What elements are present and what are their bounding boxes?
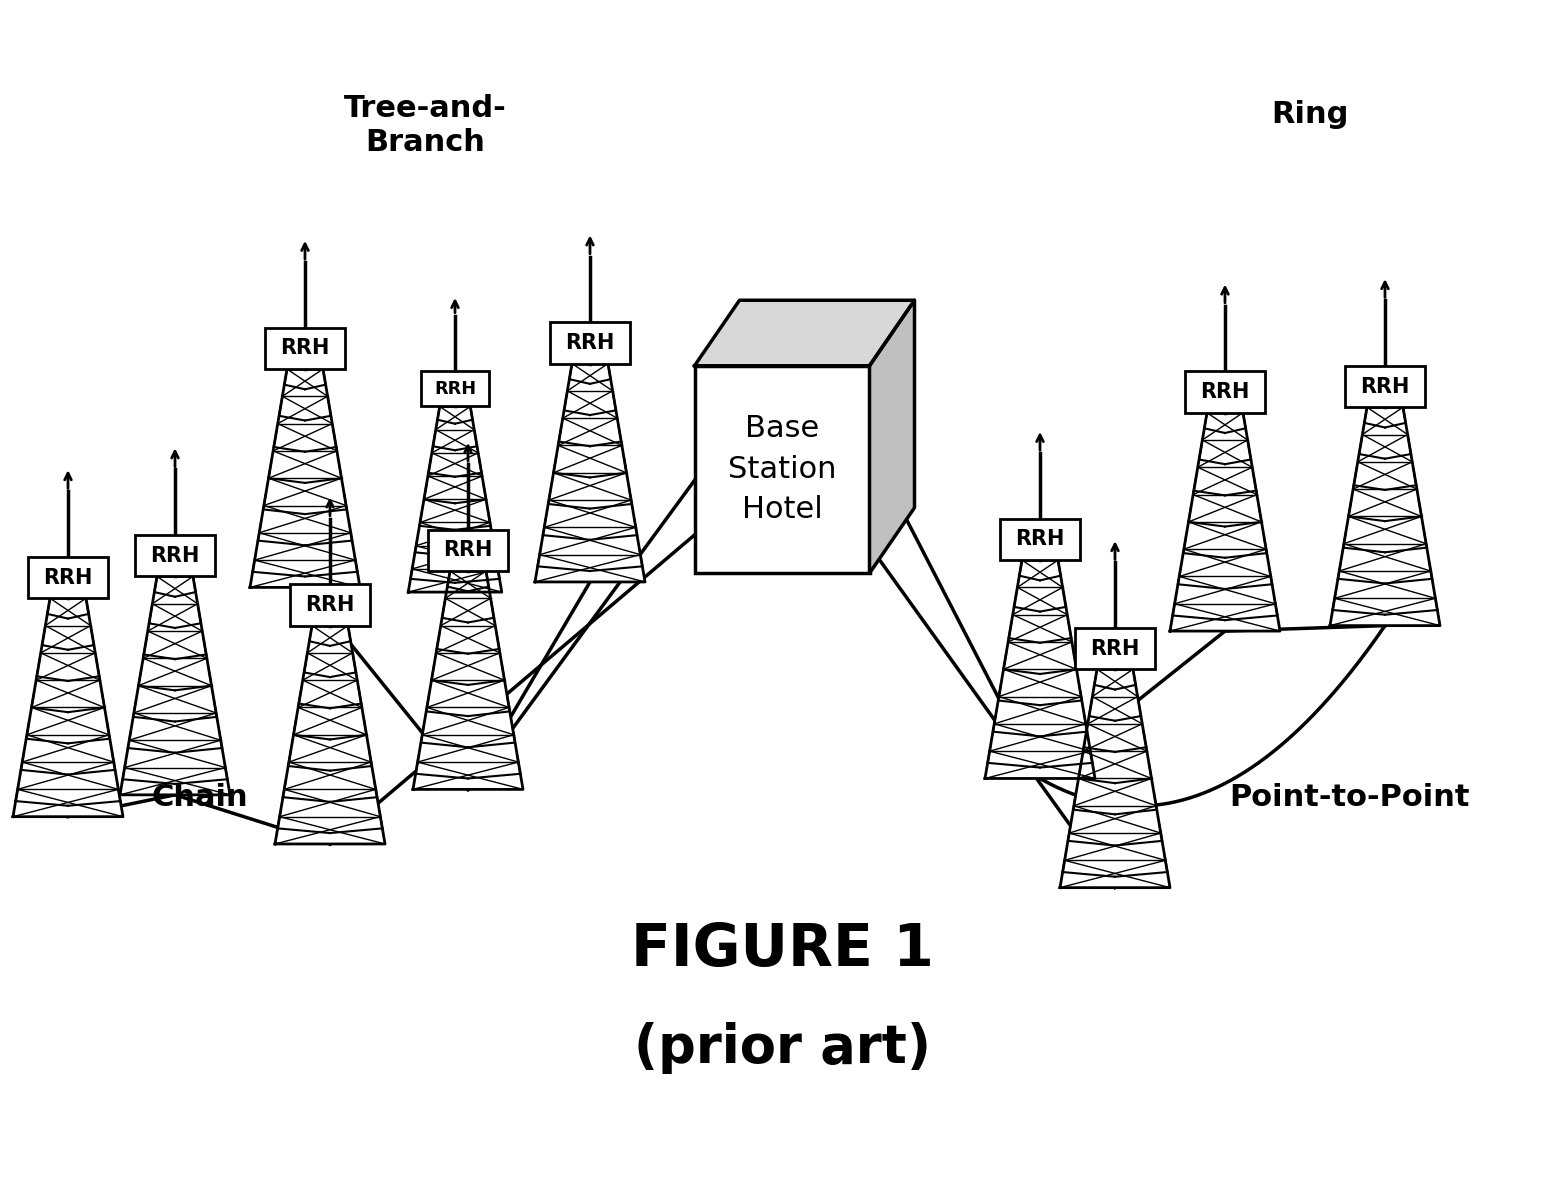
Polygon shape — [13, 598, 124, 817]
Bar — [421, 371, 490, 406]
Polygon shape — [1170, 413, 1279, 631]
Polygon shape — [985, 560, 1095, 778]
Text: Tree-and-
Branch: Tree-and- Branch — [344, 94, 507, 157]
Text: Ring: Ring — [1272, 100, 1348, 130]
Bar — [264, 328, 346, 369]
Polygon shape — [120, 576, 230, 795]
Text: RRH: RRH — [1090, 639, 1140, 658]
Text: Chain: Chain — [152, 783, 249, 812]
Text: Base
Station
Hotel: Base Station Hotel — [727, 414, 837, 525]
Polygon shape — [694, 300, 915, 366]
Polygon shape — [870, 300, 915, 573]
Polygon shape — [408, 406, 502, 592]
Polygon shape — [1329, 407, 1440, 626]
Text: Point-to-Point: Point-to-Point — [1229, 783, 1470, 812]
Bar — [551, 322, 630, 364]
Text: RRH: RRH — [443, 540, 493, 561]
Text: RRH: RRH — [433, 380, 475, 398]
Polygon shape — [535, 364, 644, 582]
Polygon shape — [1060, 669, 1170, 888]
Bar — [135, 534, 214, 576]
Text: RRH: RRH — [44, 568, 92, 587]
Bar — [1186, 371, 1265, 413]
Text: RRH: RRH — [1361, 376, 1409, 396]
Text: RRH: RRH — [565, 333, 615, 353]
Bar — [28, 557, 108, 598]
Text: (prior art): (prior art) — [633, 1022, 931, 1074]
Polygon shape — [250, 369, 360, 587]
Text: RRH: RRH — [150, 545, 200, 566]
Polygon shape — [413, 570, 522, 789]
Text: FIGURE 1: FIGURE 1 — [630, 921, 934, 979]
Text: RRH: RRH — [1200, 382, 1250, 402]
Bar — [1345, 366, 1425, 407]
Text: RRH: RRH — [305, 594, 355, 615]
Bar — [999, 519, 1081, 560]
Text: RRH: RRH — [280, 339, 330, 358]
Bar — [289, 584, 371, 626]
Bar — [1074, 628, 1154, 669]
Text: RRH: RRH — [1015, 530, 1065, 549]
Bar — [694, 366, 870, 573]
Bar — [429, 530, 508, 570]
Polygon shape — [275, 626, 385, 844]
